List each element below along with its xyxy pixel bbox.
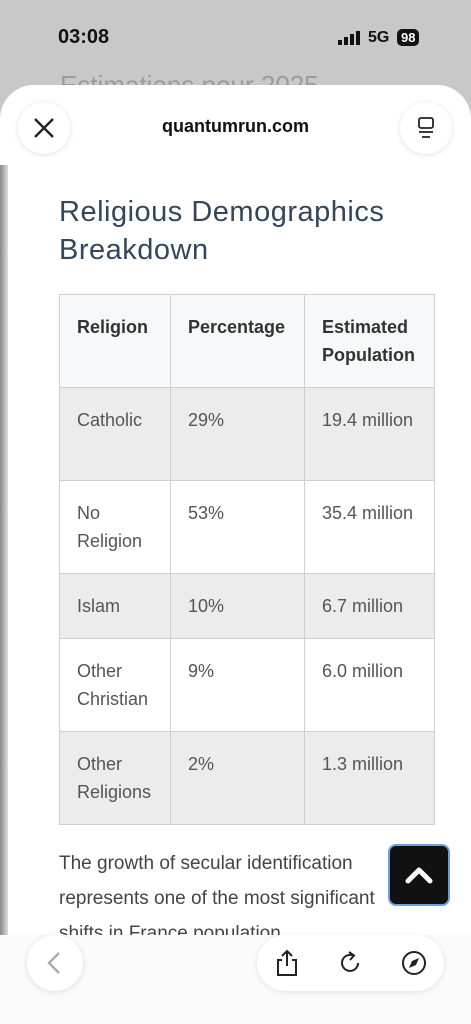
chevron-up	[405, 867, 433, 884]
back-icon	[47, 952, 60, 974]
table-cell: 10%	[170, 573, 305, 639]
table-cell: 19.4 million	[304, 387, 435, 481]
article-heading: Religious Demographics Breakdown	[59, 196, 385, 266]
scroll-top-button[interactable]	[388, 844, 450, 906]
table-cell: 53%	[170, 480, 305, 574]
status-time: 03:08	[58, 26, 110, 48]
table-cell: 2%	[170, 731, 305, 825]
table-row: Catholic 29% 19.4 million	[59, 387, 435, 481]
battery-level: 98	[397, 29, 420, 46]
table-cell: Catholic	[59, 387, 171, 481]
table-cell: 6.0 million	[304, 638, 435, 732]
table-cell: 9%	[170, 638, 305, 732]
demographics-table: Religion Percentage Estimated Population…	[59, 294, 435, 825]
article-paragraph: The growth of secular identification rep…	[59, 853, 375, 935]
action-pill	[257, 935, 444, 991]
close-button[interactable]	[18, 102, 70, 154]
column-header: Estimated Population	[304, 294, 435, 388]
compass-button[interactable]	[400, 949, 428, 977]
header-row: Religion Percentage Estimated Population	[59, 294, 435, 388]
reader-icon	[418, 117, 434, 138]
close-icon	[34, 118, 54, 138]
site-url[interactable]: quantumrun.com	[162, 116, 309, 136]
reload-button[interactable]	[337, 949, 363, 977]
table-cell: No Religion	[59, 480, 171, 574]
table-cell: Islam	[59, 573, 171, 639]
table-cell: Other Religions	[59, 731, 171, 825]
table-row: No Religion 53% 35.4 million	[59, 480, 435, 574]
table-cell: Other Christian	[59, 638, 171, 732]
column-header: Percentage	[170, 294, 305, 388]
table-cell: 6.7 million	[304, 573, 435, 639]
table-cell: 1.3 million	[304, 731, 435, 825]
signal-icon	[338, 31, 360, 45]
network-label: 5G	[368, 29, 390, 46]
reader-button[interactable]	[400, 102, 452, 154]
back-button[interactable]	[27, 935, 83, 991]
table-row: Other Christian 9% 6.0 million	[59, 638, 435, 732]
table-row: Other Religions 2% 1.3 million	[59, 731, 435, 825]
page-edge	[0, 165, 8, 935]
share-button[interactable]	[274, 949, 300, 977]
table-cell: 29%	[170, 387, 305, 481]
table-row: Islam 10% 6.7 million	[59, 573, 435, 639]
column-header: Religion	[59, 294, 171, 388]
table-cell: 35.4 million	[304, 480, 435, 574]
